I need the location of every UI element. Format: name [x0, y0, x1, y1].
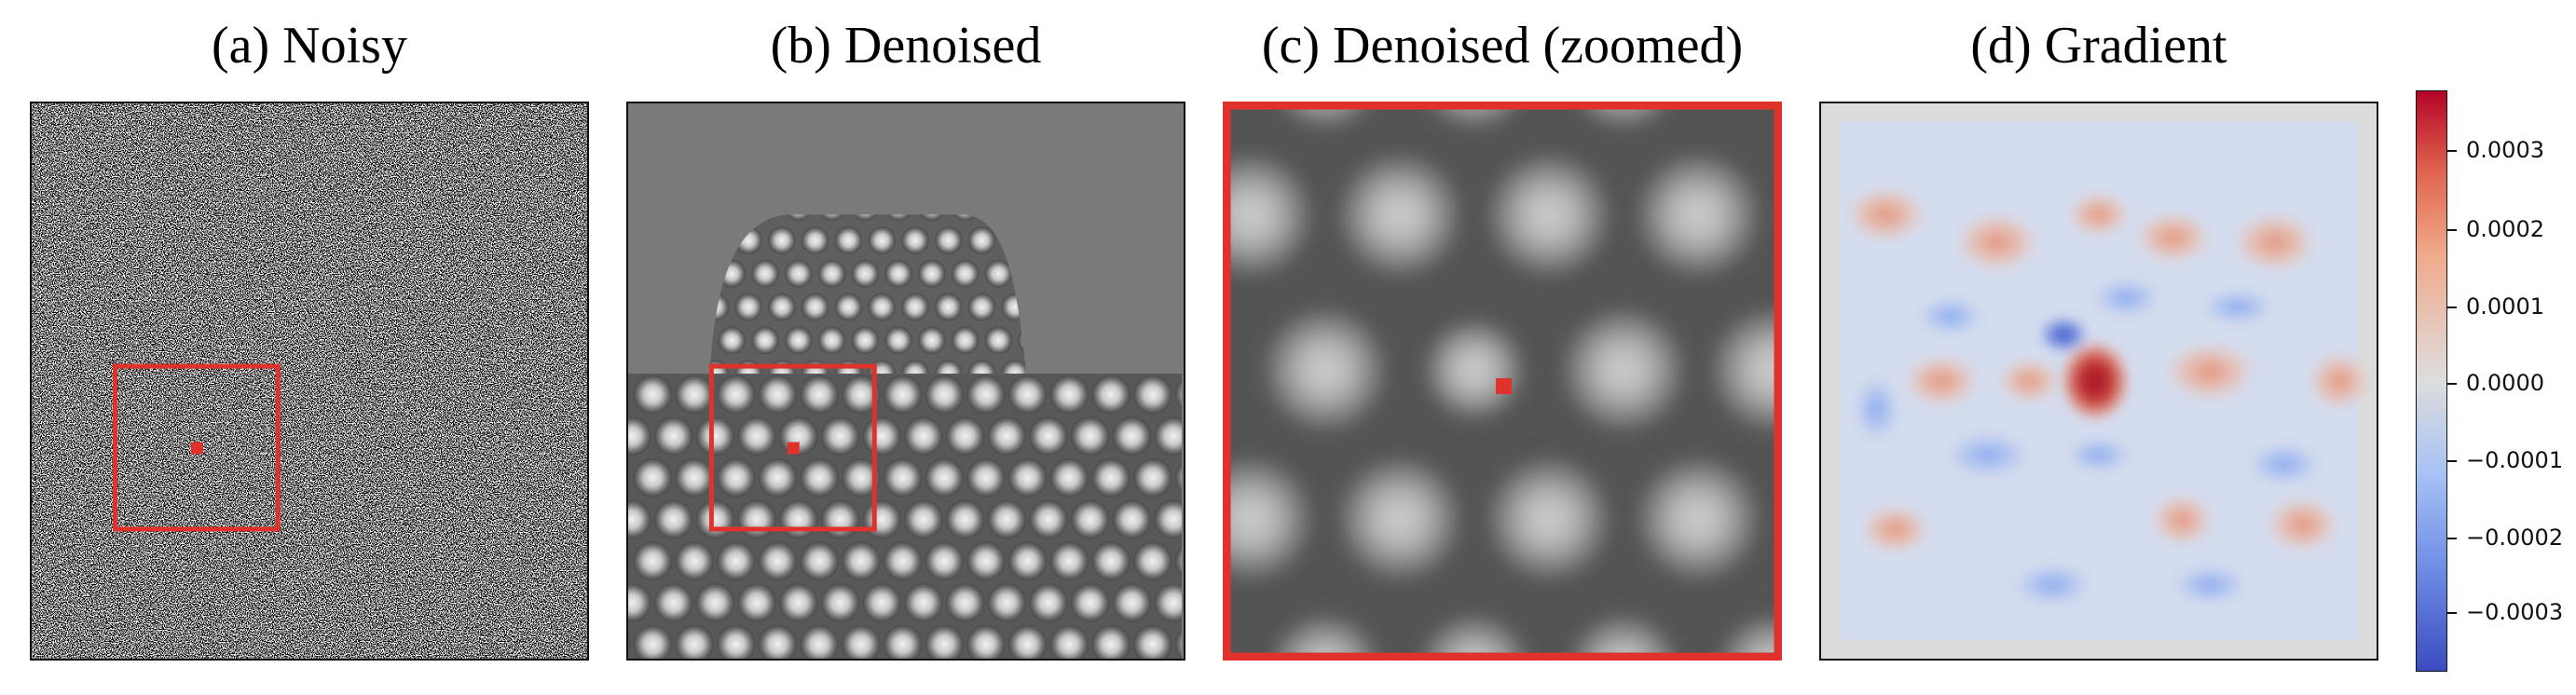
- colorbar: [2416, 90, 2447, 672]
- colorbar-tick-label: −0.0002: [2466, 525, 2564, 551]
- zoom-frame-border: [1223, 102, 1782, 661]
- colorbar-tick-label: 0.0000: [2466, 370, 2544, 396]
- colorbar-tick: [2447, 229, 2457, 231]
- target-pixel-marker: [190, 442, 203, 455]
- zoom-region-box: [708, 363, 877, 532]
- colorbar-tick: [2447, 612, 2457, 614]
- denoised-image-panel: [626, 102, 1185, 661]
- zoomed-denoised-image: [1223, 102, 1782, 661]
- panel-c-title: (c) Denoised (zoomed): [1261, 17, 1744, 75]
- noisy-image: [32, 103, 587, 659]
- colorbar-tick: [2447, 383, 2457, 385]
- colorbar-tick-label: 0.0002: [2466, 216, 2544, 242]
- denoised-image: [628, 103, 1184, 659]
- target-pixel-marker: [1496, 378, 1512, 394]
- colorbar-tick: [2447, 538, 2457, 539]
- gradient-map-panel: [1819, 102, 2378, 661]
- panel-d-title: (d) Gradient: [1970, 17, 2227, 75]
- colorbar-tick-label: 0.0003: [2466, 137, 2544, 163]
- colorbar-tick-label: −0.0003: [2466, 599, 2564, 625]
- colorbar-tick-label: −0.0001: [2466, 447, 2564, 473]
- colorbar-tick: [2447, 307, 2457, 308]
- gradient-heatmap: [1821, 103, 2377, 659]
- panel-a-title: (a) Noisy: [212, 17, 407, 75]
- zoom-region-box: [112, 363, 281, 532]
- colorbar-tick-label: 0.0001: [2466, 293, 2544, 320]
- colorbar-tick: [2447, 150, 2457, 152]
- colorbar-tick: [2447, 460, 2457, 462]
- target-pixel-marker: [787, 442, 800, 455]
- panel-b-title: (b) Denoised: [770, 17, 1042, 75]
- noisy-image-panel: [30, 102, 589, 661]
- zoomed-image-panel: [1223, 102, 1782, 661]
